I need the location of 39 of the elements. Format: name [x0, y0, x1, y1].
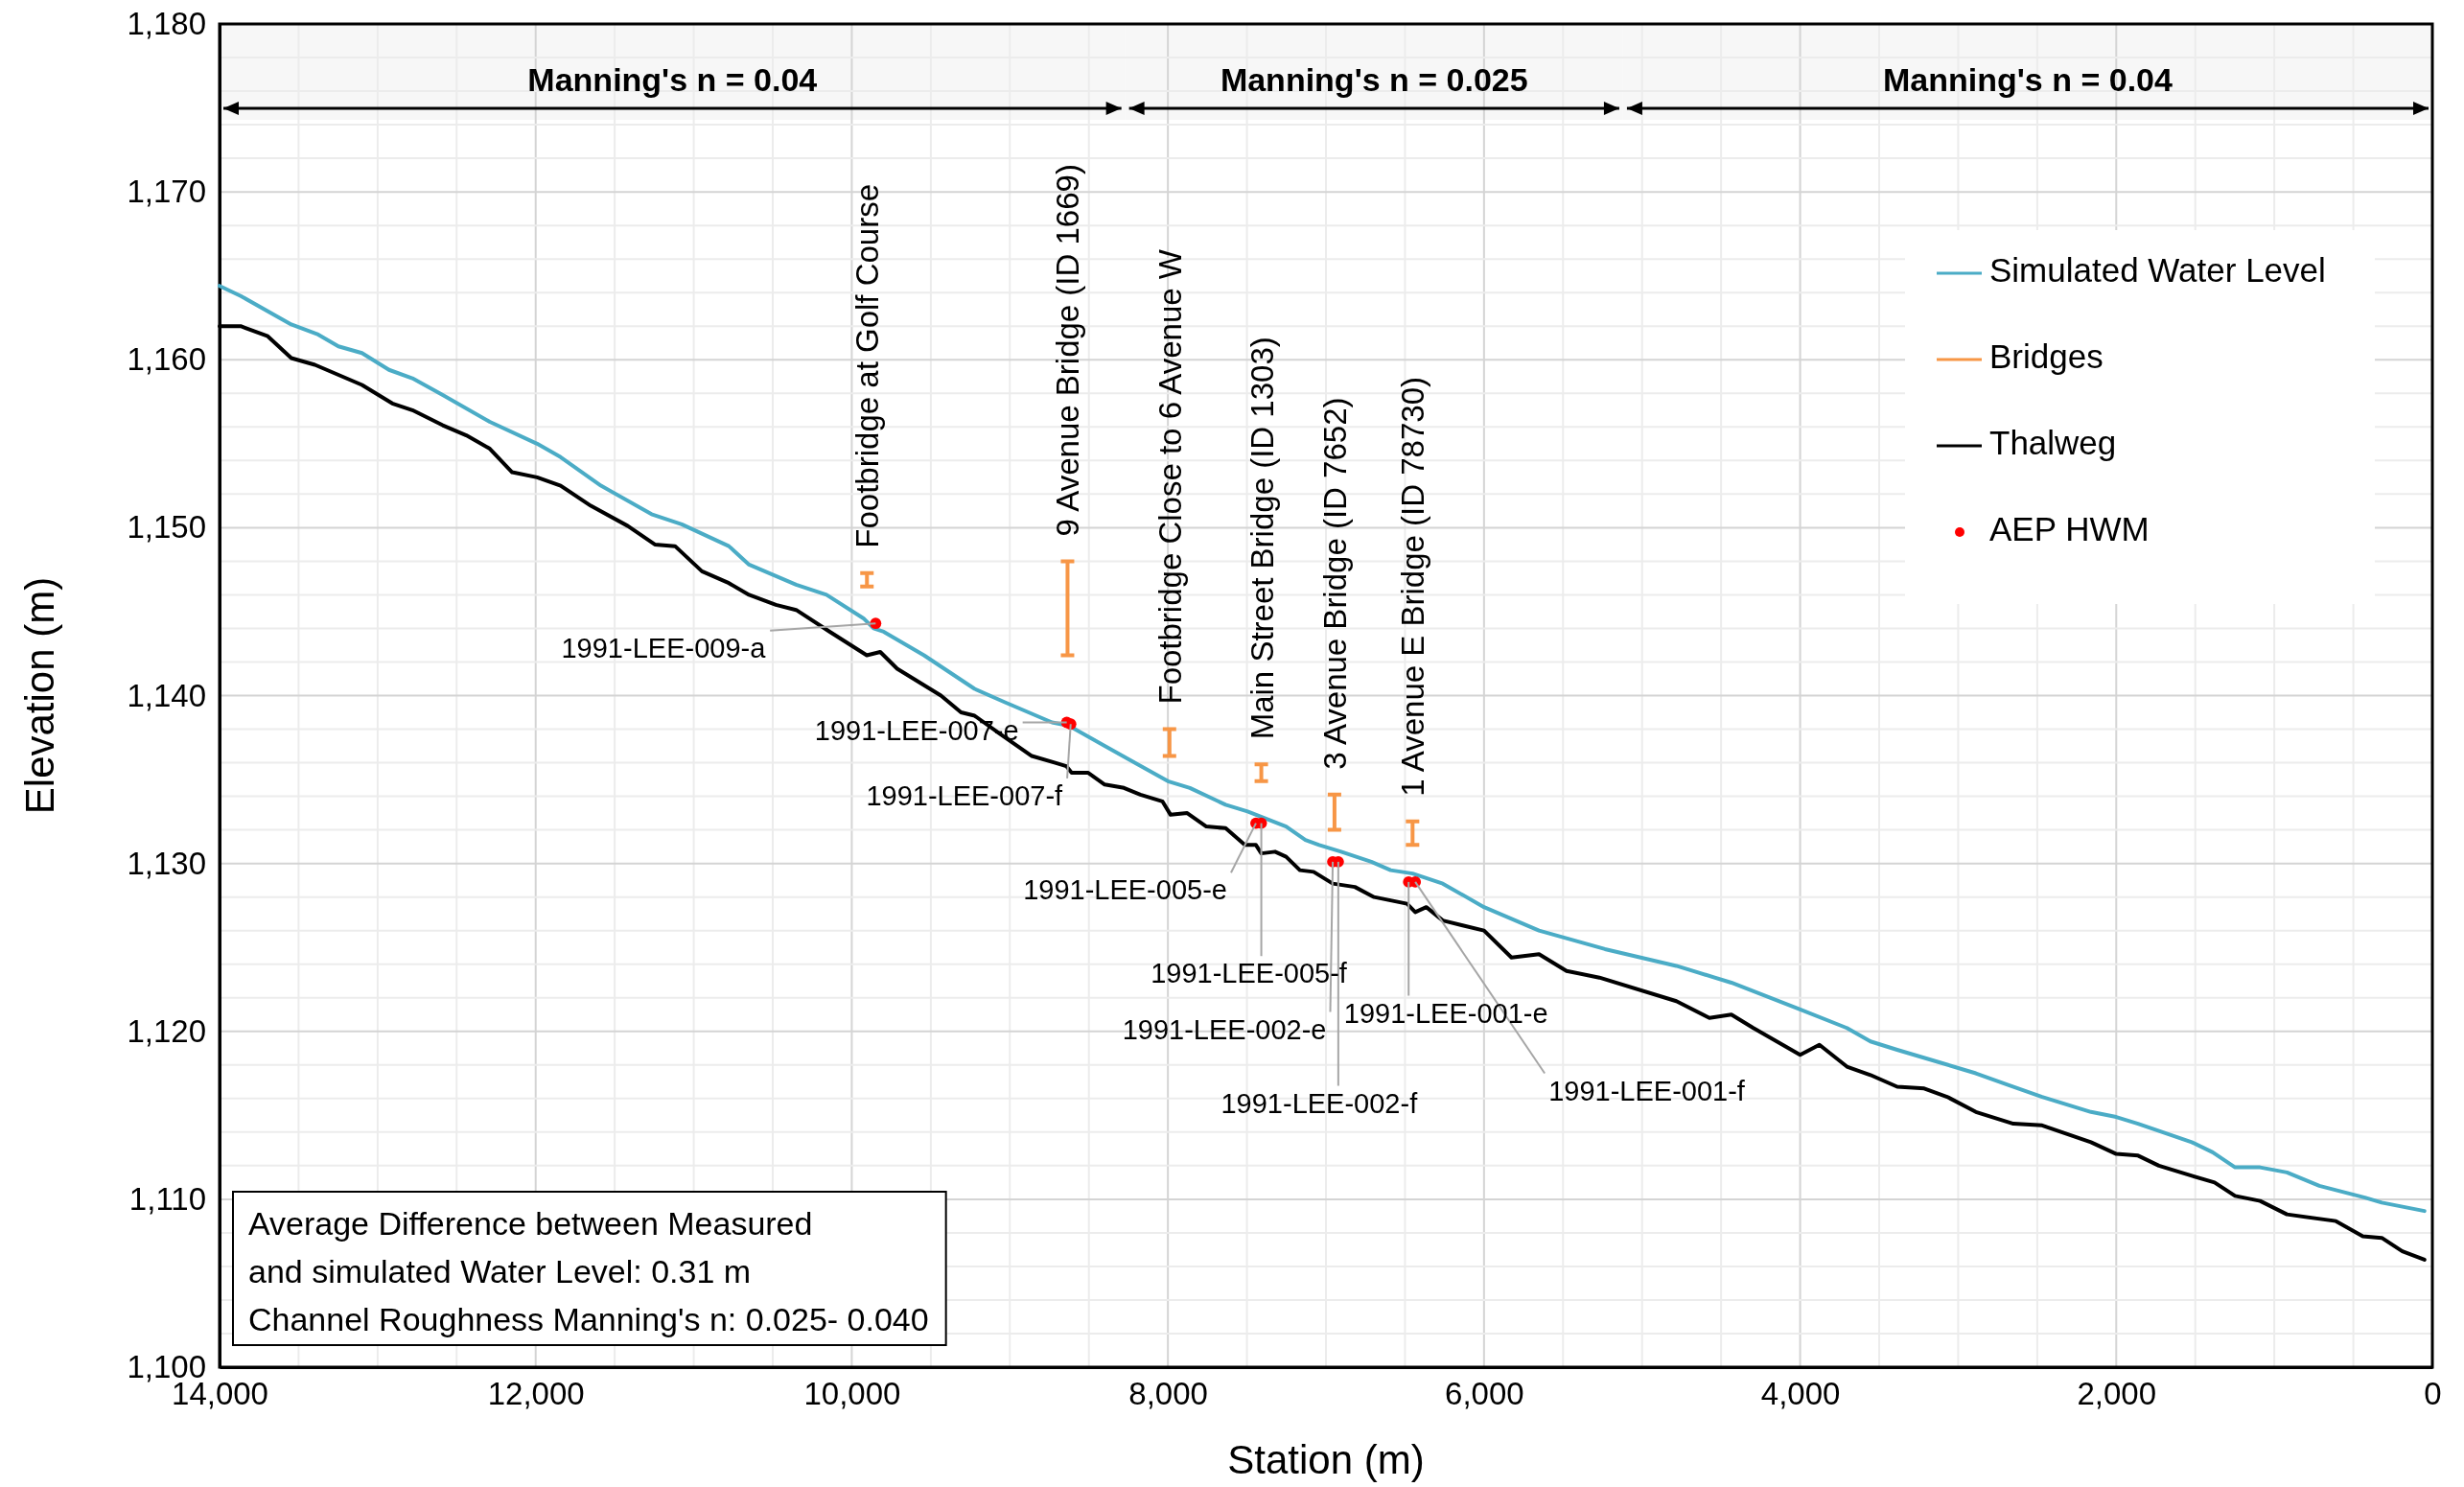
- legend-label: Bridges: [1989, 337, 2104, 376]
- x-tick-label: 8,000: [1128, 1376, 1208, 1412]
- annotation: 9 Avenue Bridge (ID 1669): [1050, 164, 1086, 537]
- x-tick-label: 2,000: [2077, 1376, 2157, 1412]
- annotation: 1991-LEE-007-f: [866, 779, 1064, 811]
- x-axis-title: Station (m): [1227, 1437, 1425, 1482]
- legend-label: AEP HWM: [1989, 510, 2150, 548]
- y-tick-label: 1,130: [127, 845, 206, 881]
- band-label: Manning's n = 0.025: [1220, 61, 1528, 98]
- annotation: 1991-LEE-005-e: [1023, 874, 1227, 906]
- annotation: Footbridge at Golf Course: [849, 183, 886, 548]
- annotation: 1991-LEE-009-a: [561, 632, 767, 663]
- y-tick-label: 1,120: [127, 1012, 206, 1049]
- annotation: Footbridge Close to 6 Avenue W: [1151, 248, 1188, 705]
- x-tick-label: 6,000: [1445, 1376, 1524, 1412]
- annotation: 1991-LEE-001-e: [1343, 997, 1548, 1029]
- y-tick-label: 1,170: [127, 174, 206, 210]
- x-tick-label: 10,000: [803, 1376, 901, 1412]
- annotation: 1 Avenue E Bridge (ID 78730): [1395, 376, 1431, 797]
- y-tick-label: 1,140: [127, 677, 206, 713]
- annotation: Average Difference between Measured and simulated Water Level: 0.31 m Channel Roughness Manning's n: 0.025- 0.040: [248, 1205, 929, 1337]
- annotation: Main Street Bridge (ID 1303): [1244, 337, 1280, 740]
- annotation: 1991-LEE-001-f: [1548, 1075, 1746, 1106]
- legend-label: Thalweg: [1989, 424, 2117, 462]
- band-label: Manning's n = 0.04: [527, 61, 818, 98]
- y-tick-label: 1,150: [127, 509, 206, 546]
- band-label: Manning's n = 0.04: [1883, 61, 2173, 98]
- y-axis-title: Elevation (m): [17, 576, 62, 815]
- x-tick-label: 12,000: [487, 1376, 585, 1412]
- x-tick-label: 0: [2424, 1376, 2442, 1412]
- y-tick-label: 1,110: [128, 1180, 206, 1217]
- annotation: 1991-LEE-002-e: [1122, 1013, 1327, 1045]
- annotation: 1991-LEE-005-f: [1151, 958, 1348, 989]
- y-tick-label: 1,160: [127, 341, 206, 378]
- x-tick-label: 4,000: [1760, 1376, 1841, 1412]
- annotation: 3 Avenue Bridge (ID 7652): [1316, 397, 1353, 770]
- annotation: 1991-LEE-002-f: [1220, 1087, 1419, 1119]
- y-tick-label: 1,180: [127, 6, 206, 42]
- legend-label: Simulated Water Level: [1989, 251, 2326, 290]
